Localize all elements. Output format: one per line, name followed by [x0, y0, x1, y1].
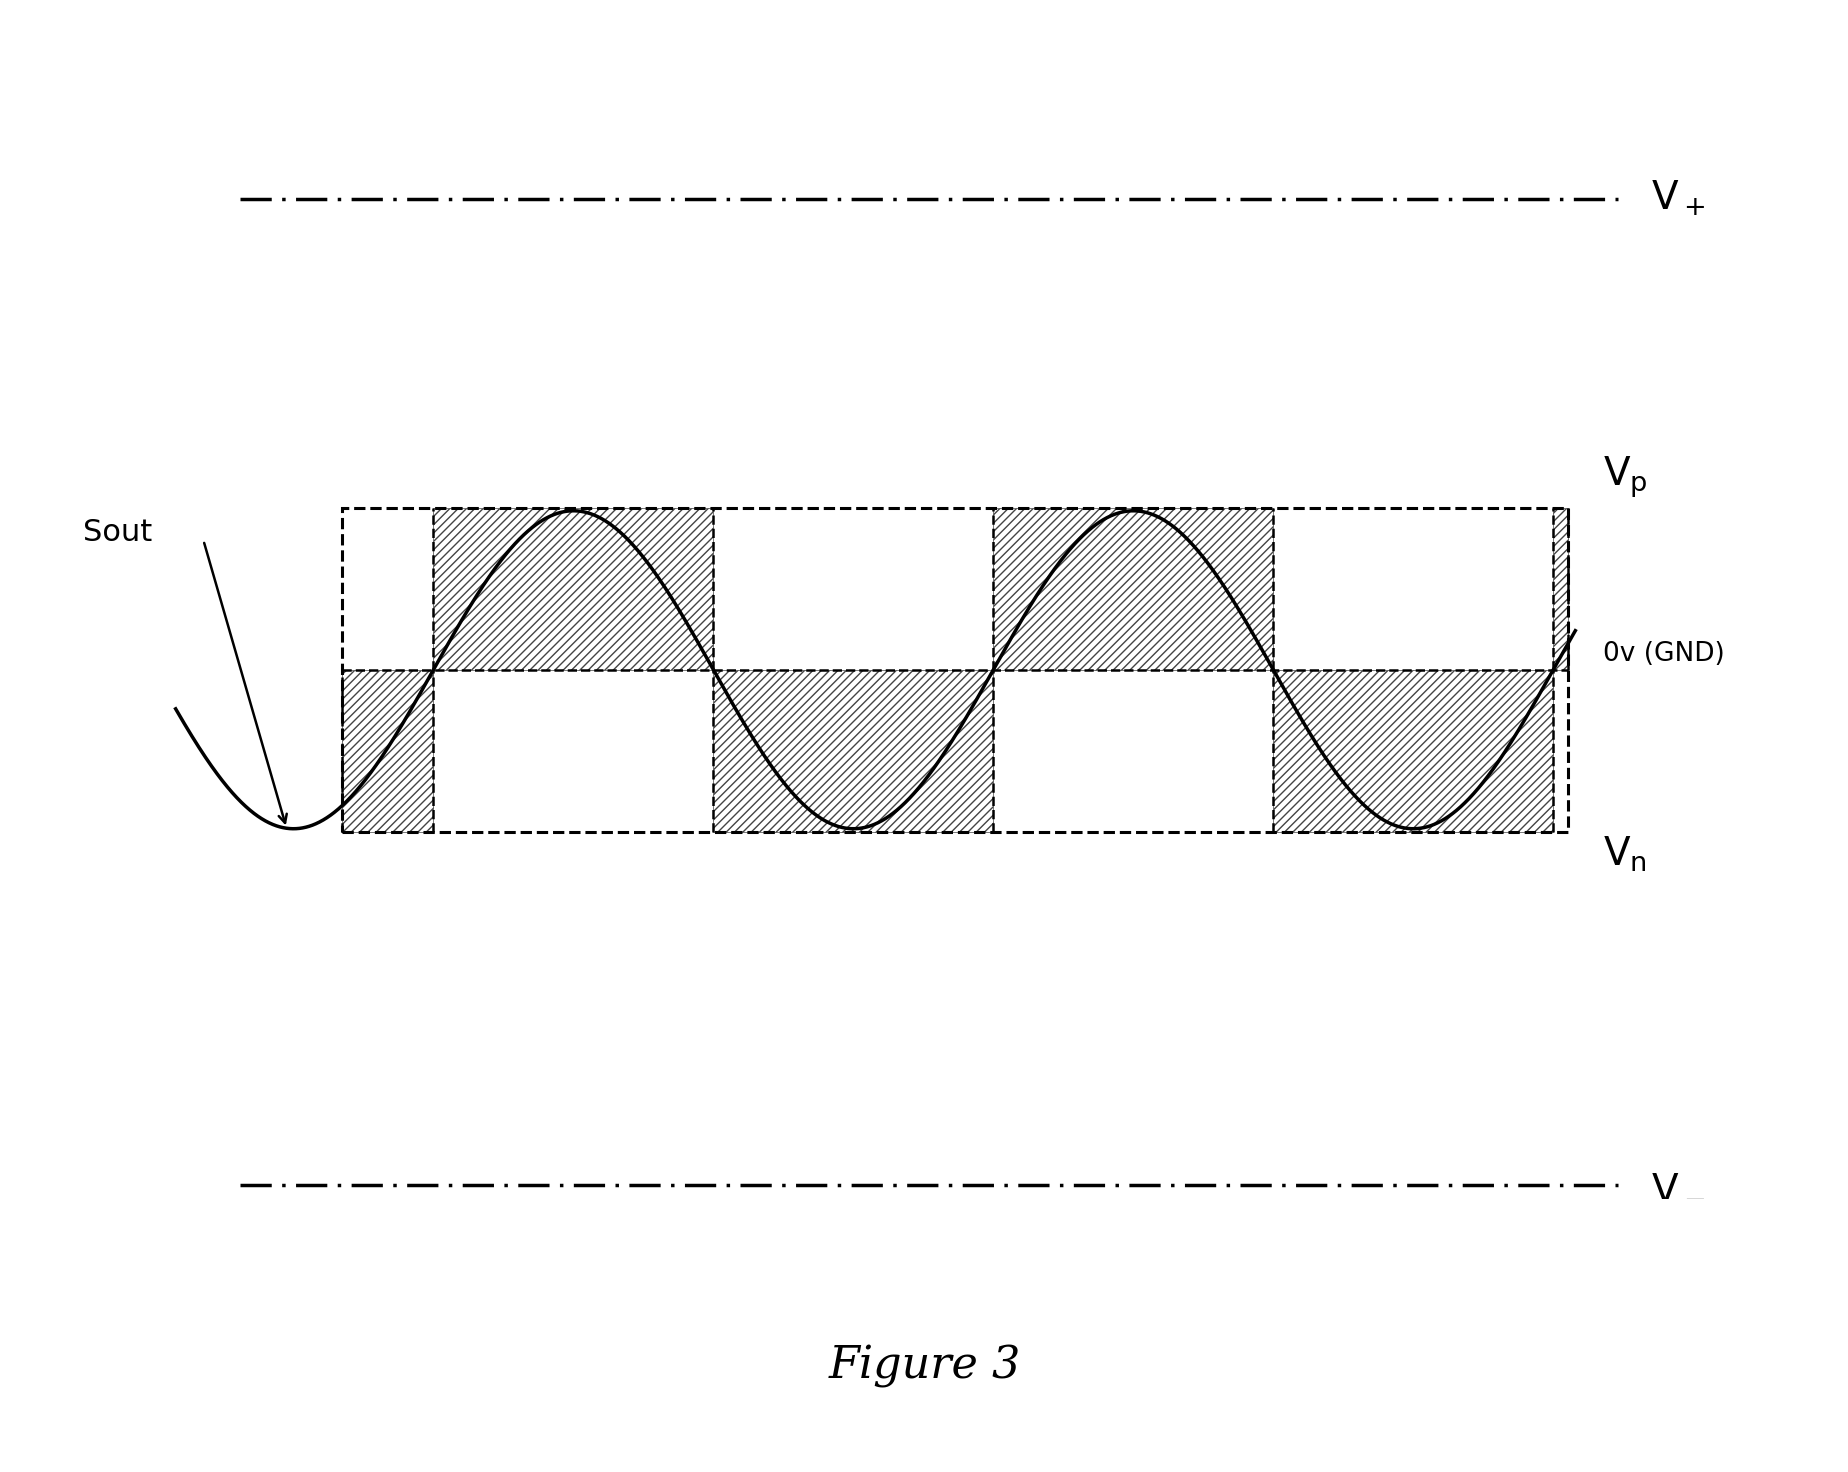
Text: $\mathsf{V_-}$: $\mathsf{V_-}$ [1650, 1166, 1704, 1204]
Text: $\mathsf{V_+}$: $\mathsf{V_+}$ [1650, 180, 1704, 218]
Text: Sout: Sout [83, 518, 152, 548]
Text: $\mathsf{V_n}$: $\mathsf{V_n}$ [1602, 835, 1647, 874]
Text: Figure 3: Figure 3 [828, 1344, 1020, 1388]
Bar [713, 670, 992, 832]
Text: 0v (GND): 0v (GND) [1602, 640, 1724, 667]
Bar [342, 670, 432, 832]
Text: $\mathsf{V_p}$: $\mathsf{V_p}$ [1602, 455, 1647, 500]
Bar [1273, 670, 1552, 832]
Bar [992, 508, 1273, 670]
Bar [342, 508, 1567, 832]
Bar [1552, 508, 1567, 670]
Bar [432, 508, 713, 670]
